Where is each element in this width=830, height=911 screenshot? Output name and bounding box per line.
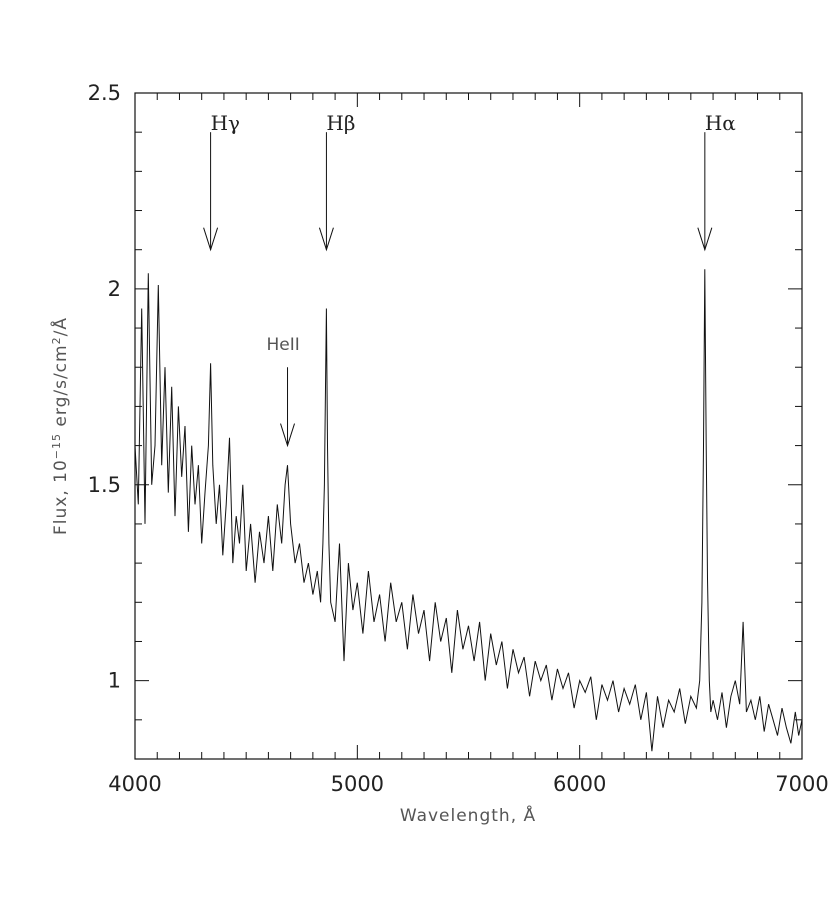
x-tick-label: 4000: [108, 772, 161, 796]
x-tick-label: 7000: [775, 772, 828, 796]
y-axis-title: Flux, 10−15 erg/s/cm2/Å: [49, 317, 71, 535]
annotation-heii: HeII: [267, 335, 300, 448]
annotation-hβ: Hβ: [318, 111, 355, 252]
annotation-label: Hγ: [211, 111, 240, 135]
x-tick-label: 5000: [331, 772, 384, 796]
x-axis-title: Wavelength, Å: [400, 804, 536, 826]
annotation-label: Hβ: [326, 111, 355, 135]
y-tick-labels: 1 1.5 2 2.5: [88, 81, 121, 693]
annotation-label: Hα: [705, 111, 736, 135]
x-tick-labels: 4000 5000 6000 7000: [108, 772, 828, 796]
y-tick-label: 2: [108, 277, 121, 301]
plot-frame: [134, 92, 803, 760]
y-tick-label: 2.5: [88, 81, 121, 105]
annotation-hα: Hα: [697, 111, 736, 252]
y-tick-label: 1.5: [88, 473, 121, 497]
annotation-label: HeII: [267, 335, 300, 355]
line-annotations: Hγ Hβ Hα HeII: [203, 111, 736, 448]
annotation-hγ: Hγ: [203, 111, 240, 252]
x-tick-label: 6000: [553, 772, 606, 796]
y-tick-label: 1: [108, 669, 121, 693]
spectrum-line: [134, 269, 803, 752]
tick-marks: [134, 92, 803, 760]
